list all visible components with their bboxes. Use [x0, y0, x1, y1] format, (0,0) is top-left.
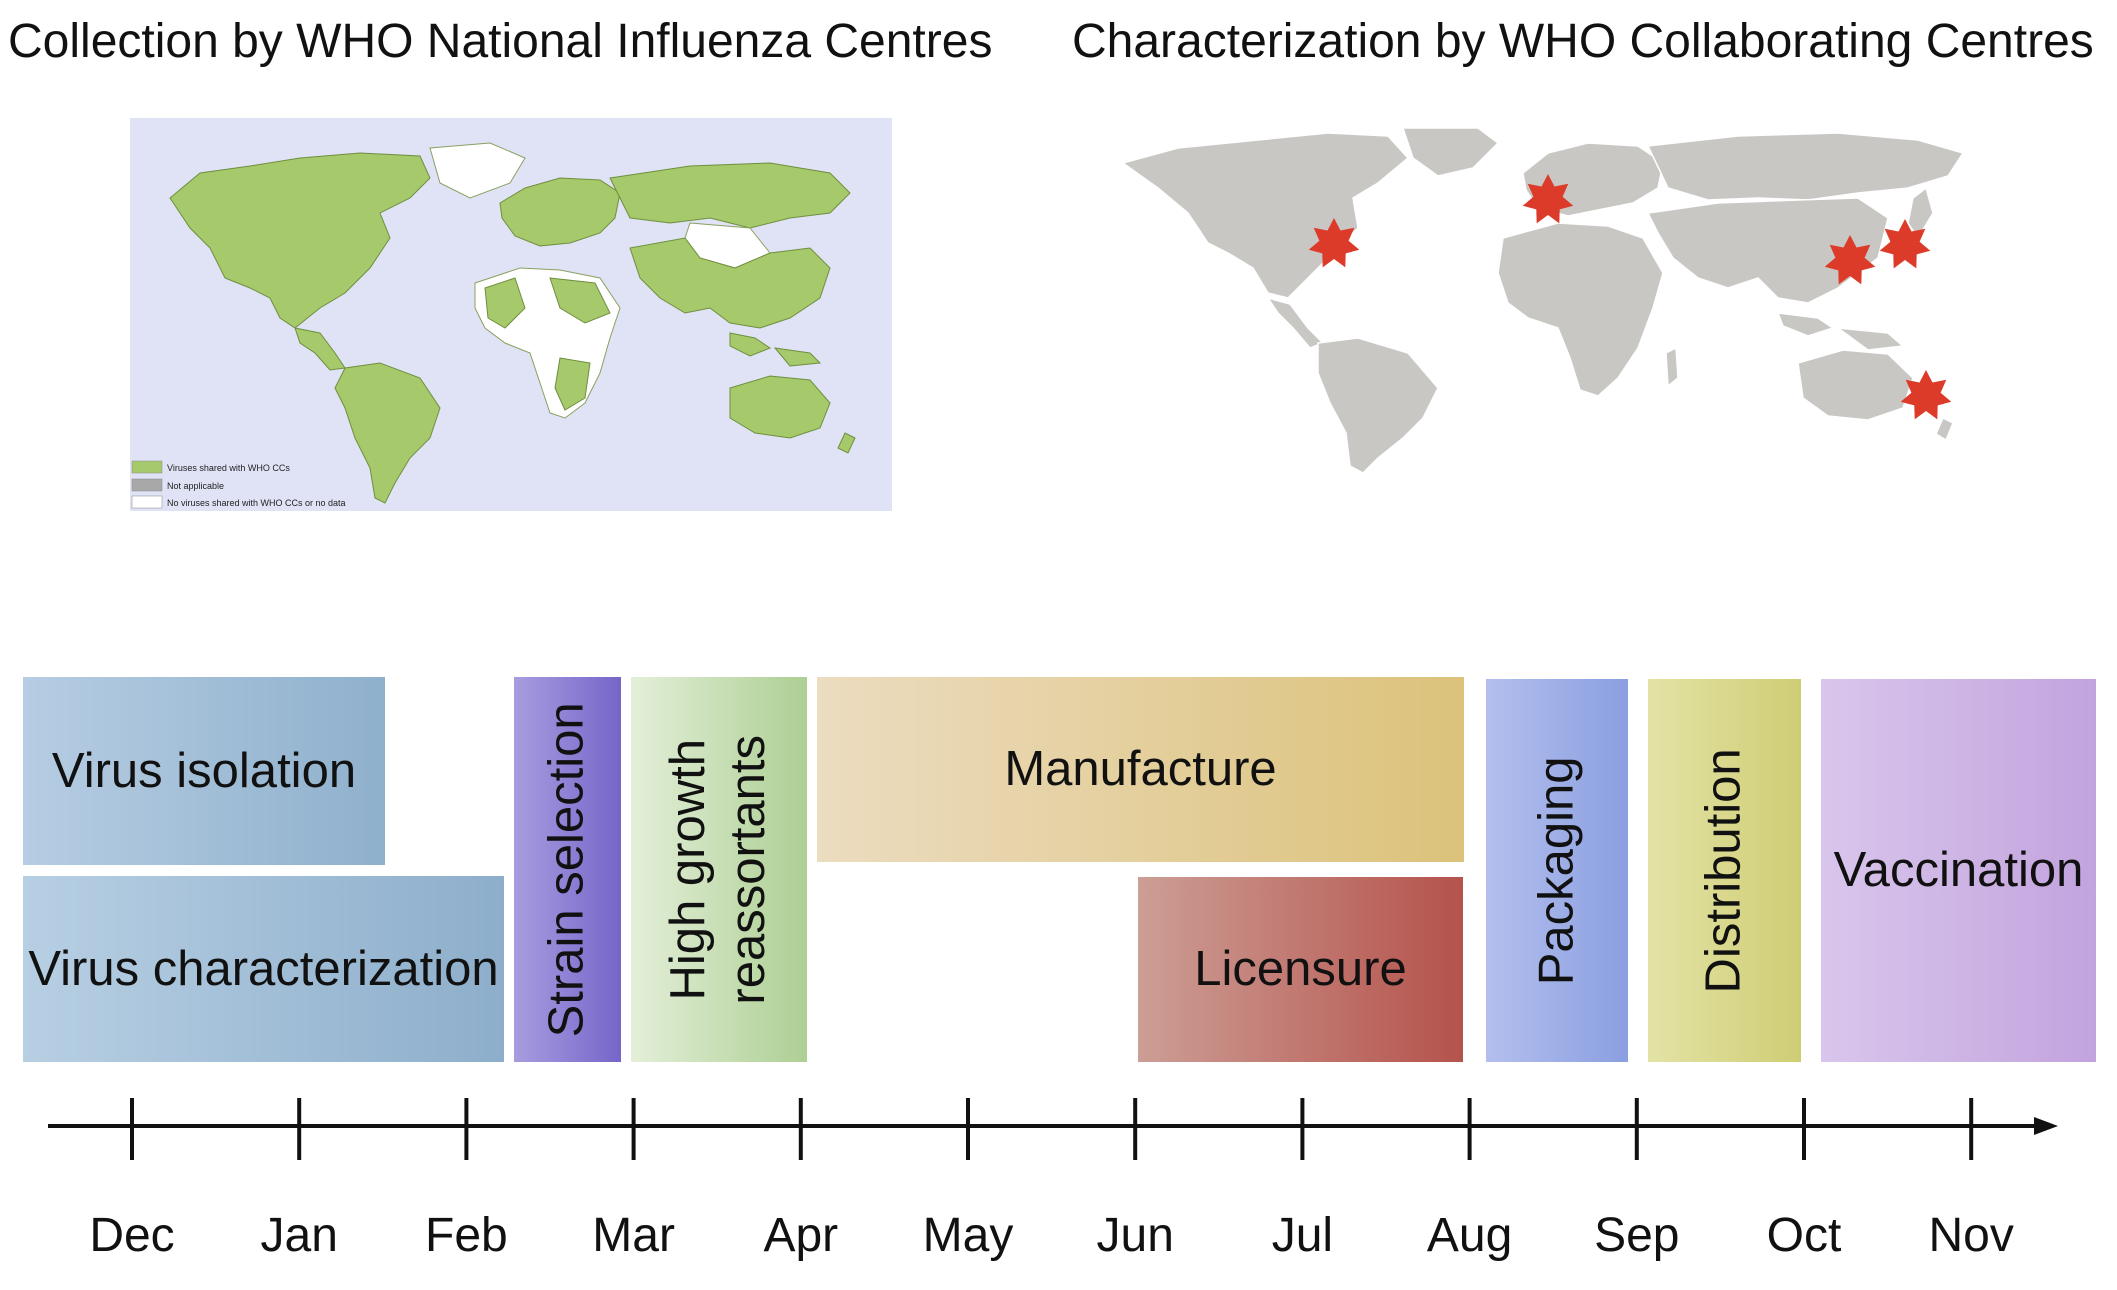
timeline-month-label: Aug	[1426, 1209, 1513, 1262]
timeline-arrowhead	[2034, 1117, 2058, 1135]
phase-vaccination: Vaccination	[1821, 679, 2096, 1062]
timeline-month-label: Jan	[260, 1209, 338, 1262]
manufacture-label: Manufacture	[1004, 742, 1277, 796]
legend-label-shared: Viruses shared with WHO CCs	[167, 463, 290, 473]
licensure-label: Licensure	[1194, 942, 1407, 996]
legend-swatch-not-applicable	[131, 478, 163, 492]
high-growth-line1: High growth	[661, 738, 716, 1001]
phase-licensure: Licensure	[1138, 877, 1463, 1062]
phase-high-growth-reassortants: High growth reassortants	[631, 677, 807, 1062]
legend-swatch-no-data	[131, 495, 163, 509]
packaging-label: Packaging	[1529, 756, 1584, 985]
phase-packaging: Packaging	[1486, 679, 1628, 1062]
timeline-month-label: Oct	[1766, 1209, 1842, 1262]
timeline-month-label: Feb	[425, 1209, 508, 1262]
collection-world-map: Viruses shared with WHO CCs Not applicab…	[130, 118, 892, 511]
left-section-title: Collection by WHO National Influenza Cen…	[8, 15, 993, 68]
phase-virus-characterization: Virus characterization	[23, 876, 504, 1062]
timeline-month-label: May	[922, 1209, 1014, 1262]
virus-isolation-label: Virus isolation	[51, 743, 357, 798]
collaborating-centre-star-icon	[1824, 235, 1876, 285]
timeline-month-label: Jul	[1271, 1209, 1334, 1262]
phase-distribution: Distribution	[1648, 679, 1801, 1062]
phase-strain-selection: Strain selection	[514, 677, 621, 1062]
collaborating-map-graphic	[1121, 127, 1965, 474]
legend-label-no-data: No viruses shared with WHO CCs or no dat…	[167, 498, 346, 508]
timeline-month-label: Nov	[1928, 1209, 2014, 1262]
timeline-month-label: Mar	[592, 1209, 675, 1262]
phase-virus-isolation: Virus isolation	[23, 677, 385, 865]
collaborating-centre-star-icon	[1900, 370, 1952, 420]
collaborating-centre-star-icon	[1522, 174, 1574, 224]
collaborating-centres-map	[1118, 127, 2018, 478]
collaborating-centre-star-icon	[1879, 219, 1931, 269]
legend-swatch-shared	[131, 460, 163, 474]
distribution-label: Distribution	[1696, 747, 1751, 994]
phase-manufacture: Manufacture	[817, 677, 1464, 862]
vaccination-label: Vaccination	[1833, 843, 2084, 897]
high-growth-label: High growth reassortants	[659, 735, 779, 1005]
collection-map-graphic: Viruses shared with WHO CCs Not applicab…	[130, 118, 892, 511]
timeline-month-label: Apr	[763, 1209, 839, 1262]
virus-characterization-label: Virus characterization	[28, 941, 499, 996]
timeline-month-label: Dec	[89, 1209, 175, 1262]
timeline-month-label: Jun	[1096, 1209, 1174, 1262]
timeline-month-label: Sep	[1594, 1209, 1680, 1262]
right-section-title: Characterization by WHO Collaborating Ce…	[1072, 15, 2094, 68]
collaborating-centre-star-icon	[1308, 218, 1360, 268]
legend-label-not-applicable: Not applicable	[167, 481, 224, 491]
timeline-axis	[48, 1098, 2058, 1160]
strain-selection-label: Strain selection	[539, 701, 594, 1037]
high-growth-line2: reassortants	[721, 734, 775, 1005]
